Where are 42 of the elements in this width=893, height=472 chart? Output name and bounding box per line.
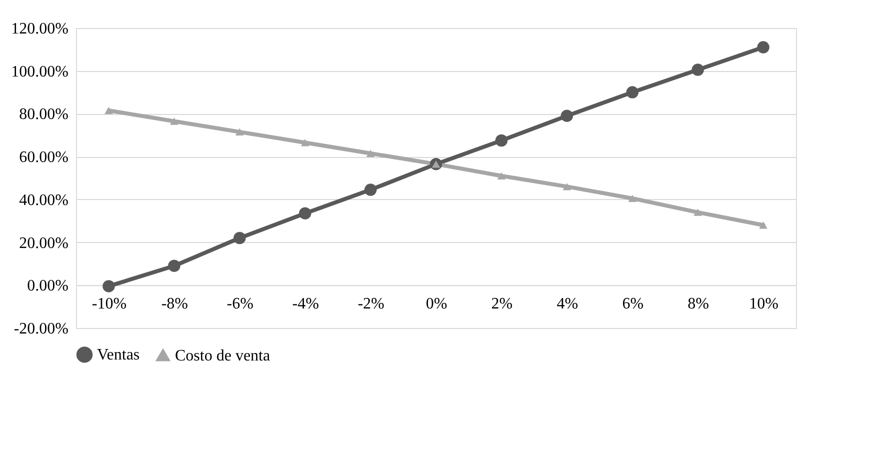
point	[300, 139, 310, 146]
x-tick-label: 0%	[426, 296, 448, 313]
point	[104, 106, 113, 114]
point	[235, 128, 244, 136]
point	[170, 118, 178, 125]
point	[560, 110, 574, 122]
point	[102, 280, 115, 292]
x-tick-label: 8%	[688, 296, 709, 313]
y-tick-label: 40.00%	[19, 192, 68, 209]
point	[366, 150, 375, 157]
point	[168, 260, 180, 272]
x-tick-label: -8%	[161, 296, 188, 313]
x-tick-label: -4%	[292, 296, 319, 313]
y-tick-label: 20.00%	[19, 234, 68, 252]
x-tick-label: 2%	[491, 296, 513, 313]
point	[757, 41, 770, 54]
y-tick-label: 60.00%	[19, 149, 68, 166]
point	[692, 64, 704, 76]
x-tick-label: 10%	[749, 296, 778, 313]
x-tick-label: 6%	[622, 296, 644, 313]
point	[497, 172, 506, 180]
point	[694, 208, 702, 216]
point	[298, 207, 312, 220]
x-tick-label: -6%	[226, 296, 254, 313]
point	[562, 182, 572, 190]
point	[364, 184, 377, 196]
point	[628, 194, 637, 202]
line-series	[104, 106, 768, 229]
point	[626, 86, 638, 98]
x-tick-label: 4%	[556, 296, 578, 313]
y-tick-label: 0.00%	[27, 278, 68, 295]
point	[495, 134, 508, 147]
y-tick-label: 80.00%	[19, 106, 68, 124]
point	[759, 222, 768, 229]
y-tick-label: 100.00%	[11, 63, 68, 80]
x-tick-label: -10%	[92, 296, 127, 313]
x-tick-label: -2%	[358, 296, 384, 313]
legend-label: Costo de venta	[175, 348, 270, 365]
y-tick-label: -20.00%	[14, 320, 68, 338]
y-tick-label: 120.00%	[11, 20, 68, 38]
legend-label: Ventas	[97, 346, 140, 364]
point	[234, 232, 246, 244]
